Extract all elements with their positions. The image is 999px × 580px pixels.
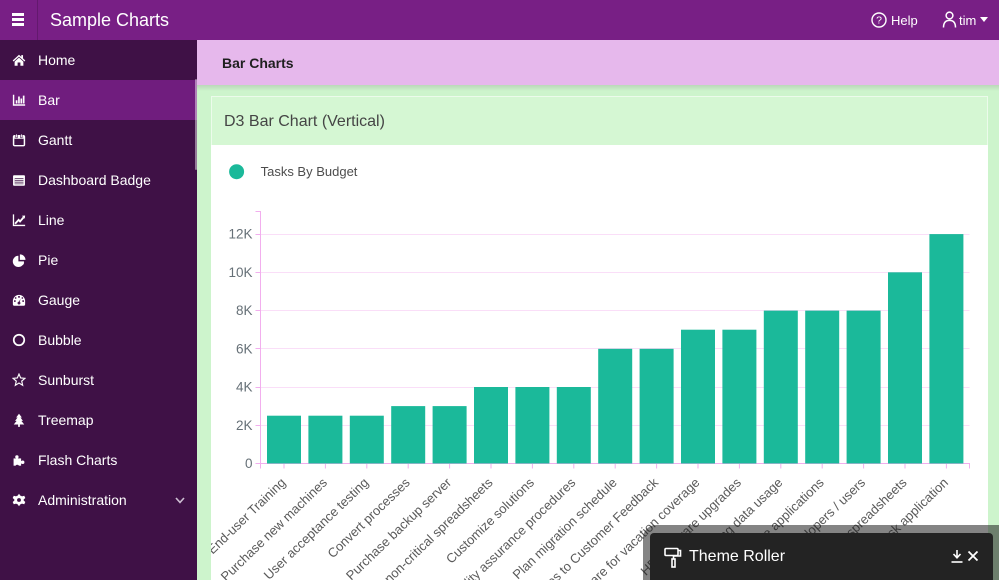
svg-text:10K: 10K [228,265,252,280]
svg-text:2K: 2K [236,418,253,433]
svg-text:0: 0 [245,456,253,471]
svg-text:4K: 4K [236,380,253,395]
svg-text:8K: 8K [236,303,253,318]
svg-text:6K: 6K [236,341,253,356]
svg-text:12K: 12K [228,227,252,242]
svg-text:Tasks By Budget: Tasks By Budget [261,164,358,179]
svg-text:?: ? [876,14,882,26]
